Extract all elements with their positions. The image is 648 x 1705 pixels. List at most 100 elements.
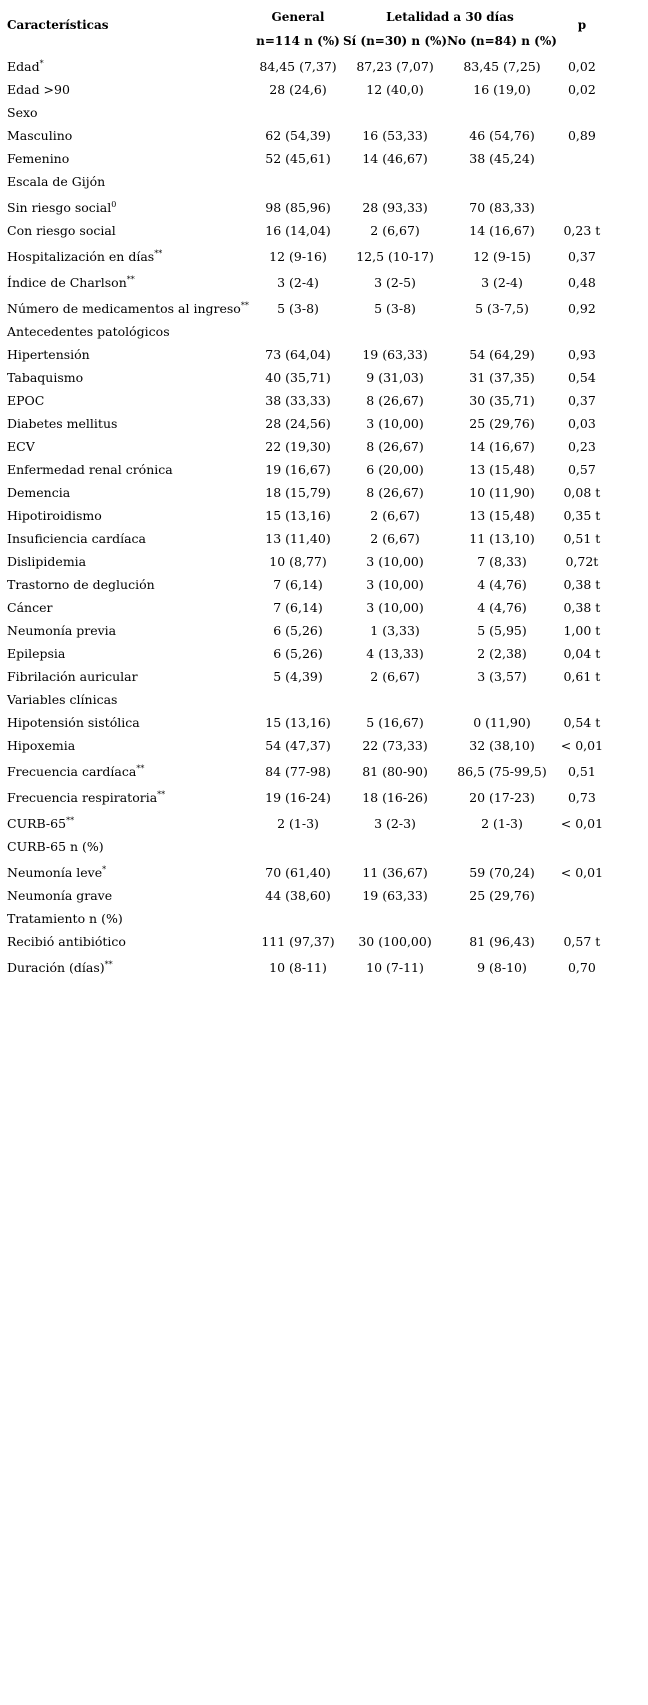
cell-p-value: 0,02 <box>567 82 596 97</box>
table-row: Dislipidemia 10 (8,77) 3 (10,00) 7 (8,33) 0,… <box>4 546 607 569</box>
cell-p-value: < 0,01 <box>560 816 604 831</box>
row-label-text: Número de medicamentos al ingreso <box>7 301 241 316</box>
cell-p-value: 0,23 <box>567 439 596 454</box>
row-label: Neumonía previa <box>4 615 253 638</box>
cell-no: 13 (15,48) <box>469 462 535 477</box>
cell-general: 54 (47,37) <box>265 738 331 753</box>
cell-p-value: < 0,01 <box>560 865 604 880</box>
table-row: Cáncer 7 (6,14) 3 (10,00) 4 (4,76) 0,38 t <box>4 592 607 615</box>
cell-general: 19 (16,67) <box>265 462 331 477</box>
row-label-text: Tabaquismo <box>7 370 84 385</box>
cell-yes: 1 (3,33) <box>370 623 420 638</box>
row-label: Fibrilación auricular <box>4 661 253 684</box>
cell-general <box>253 831 343 854</box>
cell-no: 59 (70,24) <box>469 865 535 880</box>
cell-yes: 18 (16-26) <box>362 790 428 805</box>
row-label-text: ECV <box>7 439 35 454</box>
table-row: Hipoxemia 54 (47,37) 22 (73,33) 32 (38,10) <… <box>4 730 607 753</box>
cell-p-value: < 0,01 <box>560 738 604 753</box>
footnote-marker: * <box>102 864 107 874</box>
row-label-text: Cáncer <box>7 600 53 615</box>
table-row: ECV 22 (19,30) 8 (26,67) 14 (16,67) 0,23 <box>4 431 607 454</box>
row-label-text: Índice de Charlson <box>7 275 127 290</box>
row-label: CURB-65 n (%) <box>4 831 253 854</box>
cell-p-value: 0,37 <box>567 393 596 408</box>
cell-p-value: 0,72t <box>565 554 599 569</box>
cell-general: 7 (6,14) <box>273 577 323 592</box>
row-label: Dislipidemia <box>4 546 253 569</box>
cell-no: 11 (13,10) <box>469 531 535 546</box>
row-label-text: Variables clínicas <box>7 692 118 707</box>
row-label: Recibió antibiótico <box>4 926 253 949</box>
cell-general: 62 (54,39) <box>265 128 331 143</box>
cell-no: 7 (8,33) <box>477 554 527 569</box>
row-label: Edad* <box>4 48 253 74</box>
cell-yes: 19 (63,33) <box>362 888 428 903</box>
row-label: Hipoxemia <box>4 730 253 753</box>
cell-yes: 8 (26,67) <box>366 439 424 454</box>
cell-p-value: 0,73 <box>567 790 596 805</box>
footnote-marker: ** <box>157 789 166 799</box>
cell-general <box>253 97 343 120</box>
footnote-marker: ** <box>104 959 113 969</box>
table-row: Insuficiencia cardíaca 13 (11,40) 2 (6,67)… <box>4 523 607 546</box>
cell-p-value: 0,48 <box>567 275 596 290</box>
footnote-marker: ** <box>240 300 249 310</box>
table-row: Demencia 18 (15,79) 8 (26,67) 10 (11,90) 0,0… <box>4 477 607 500</box>
row-label-text: Hipotensión sistólica <box>7 715 140 730</box>
row-label-text: Hipotiroidismo <box>7 508 102 523</box>
cell-yes: 81 (80-90) <box>362 764 428 779</box>
row-label-text: Masculino <box>7 128 73 143</box>
table-row: CURB-65** 2 (1-3) 3 (2-3) 2 (1-3) < 0,01 <box>4 805 607 831</box>
row-label-text: Tratamiento n (%) <box>7 911 123 926</box>
cell-p-value <box>557 97 607 120</box>
cell-p-value: 0,57 t <box>563 934 601 949</box>
footnote-marker: * <box>39 58 44 68</box>
cell-no: 13 (15,48) <box>469 508 535 523</box>
cell-yes: 8 (26,67) <box>366 485 424 500</box>
row-label: ECV <box>4 431 253 454</box>
cell-no: 5 (3-7,5) <box>475 301 529 316</box>
cell-yes: 3 (2-5) <box>374 275 416 290</box>
cell-yes: 6 (20,00) <box>366 462 424 477</box>
cell-general: 6 (5,26) <box>273 646 323 661</box>
cell-yes: 4 (13,33) <box>366 646 424 661</box>
row-label-text: Sin riesgo social <box>7 200 112 215</box>
cell-p-value: 0,38 t <box>563 600 601 615</box>
header-p: p <box>577 18 587 32</box>
row-label: Enfermedad renal crónica <box>4 454 253 477</box>
header-general-n: n=114 n (%) <box>256 34 340 48</box>
table-row: Enfermedad renal crónica 19 (16,67) 6 (20,… <box>4 454 607 477</box>
cell-p-value: 0,03 <box>567 416 596 431</box>
row-label-text: Demencia <box>7 485 71 500</box>
table-row: Sexo <box>4 97 607 120</box>
cell-general <box>253 903 343 926</box>
cell-yes: 2 (6,67) <box>370 508 420 523</box>
cell-p-value: 0,93 <box>567 347 596 362</box>
table-row: Recibió antibiótico 111 (97,37) 30 (100,00… <box>4 926 607 949</box>
row-label-text: CURB-65 n (%) <box>7 839 104 854</box>
header-lethality: Letalidad a 30 días <box>386 10 514 24</box>
cell-p-value <box>557 143 607 166</box>
header-no-n: No (n=84) n (%) <box>447 34 557 48</box>
cell-no: 0 (11,90) <box>473 715 531 730</box>
row-label: Tratamiento n (%) <box>4 903 253 926</box>
table-row: Índice de Charlson** 3 (2-4) 3 (2-5) 3 (2-4… <box>4 264 607 290</box>
row-label-text: Escala de Gijón <box>7 174 106 189</box>
cell-p-value: 0,02 <box>567 59 596 74</box>
cell-general: 7 (6,14) <box>273 600 323 615</box>
table-row: Hospitalización en días** 12 (9-16) 12,5 (… <box>4 238 607 264</box>
row-label: Antecedentes patológicos <box>4 316 253 339</box>
cell-yes: 10 (7-11) <box>366 960 424 975</box>
cell-general: 111 (97,37) <box>261 934 335 949</box>
table-row: Con riesgo social 16 (14,04) 2 (6,67) 14 (1… <box>4 215 607 238</box>
row-label-text: Frecuencia cardíaca <box>7 764 137 779</box>
table-row: Duración (días)** 10 (8-11) 10 (7-11) 9 (8-… <box>4 949 607 975</box>
cell-p-value: 0,35 t <box>563 508 601 523</box>
cell-p-value <box>557 189 607 215</box>
cell-general <box>253 316 343 339</box>
row-label-text: Con riesgo social <box>7 223 116 238</box>
cell-no: 32 (38,10) <box>469 738 535 753</box>
row-label-text: Hipertensión <box>7 347 90 362</box>
cell-yes: 16 (53,33) <box>362 128 428 143</box>
